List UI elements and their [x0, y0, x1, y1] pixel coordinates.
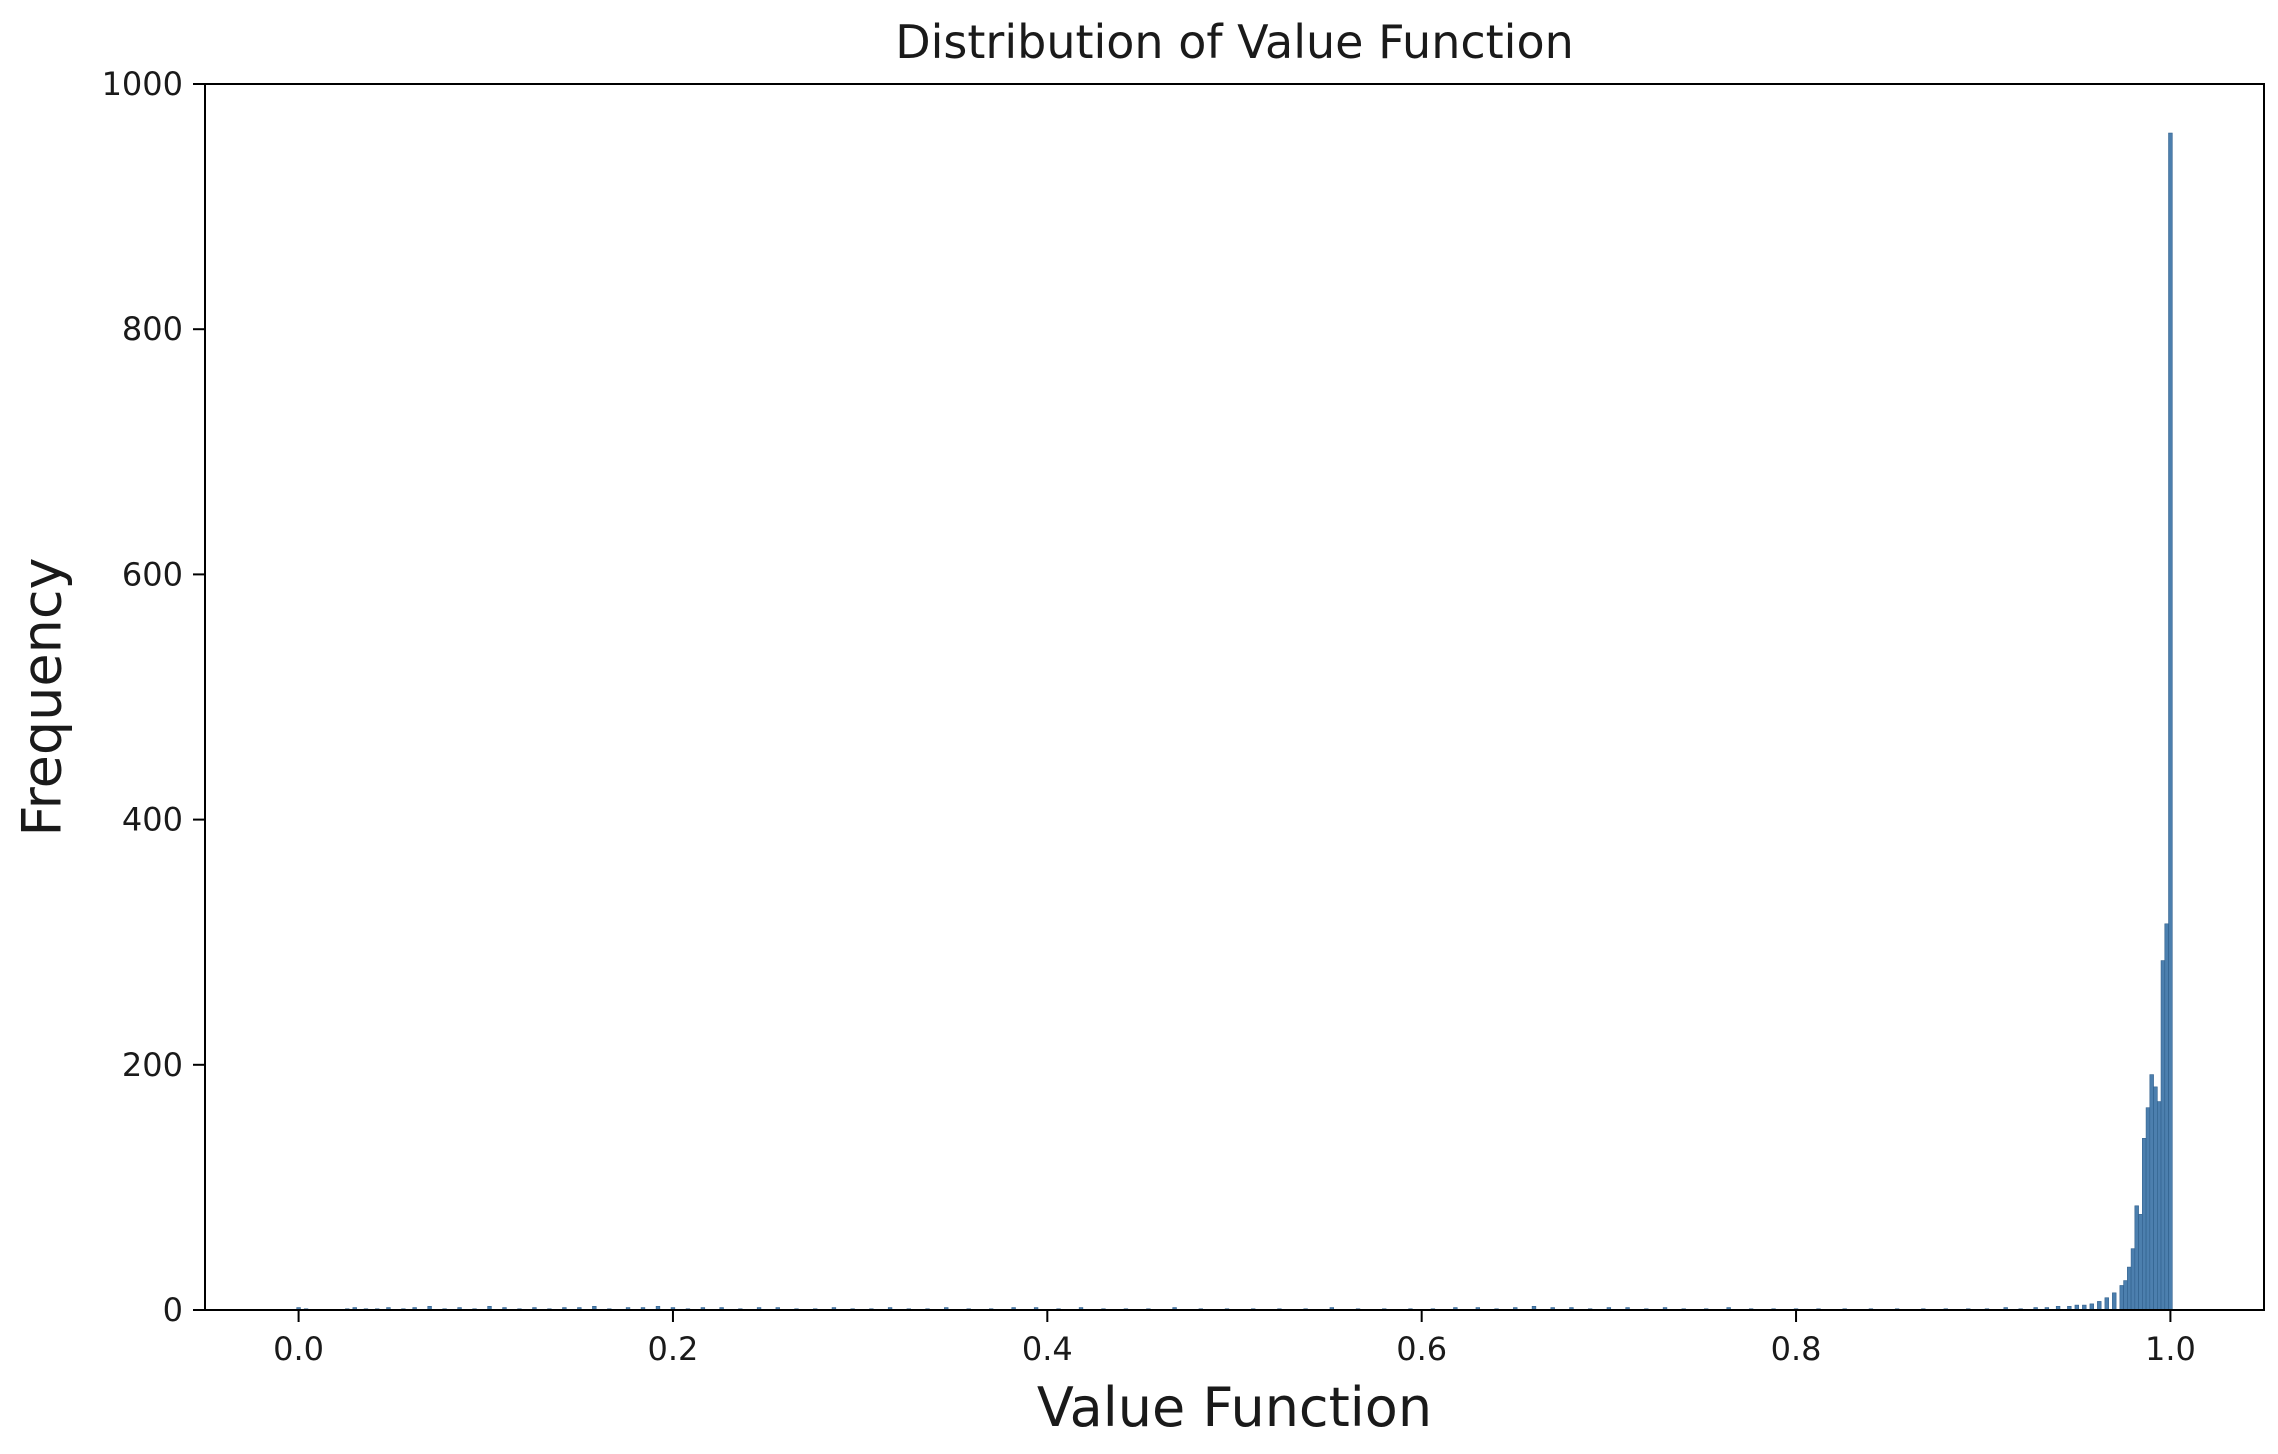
- x-tick-label: 0.0: [273, 1330, 324, 1368]
- histogram-bar: [2157, 1101, 2162, 1311]
- x-tick-label: 0.6: [1396, 1330, 1447, 1368]
- y-tick-label: 200: [122, 1046, 183, 1084]
- x-tick-label: 0.2: [648, 1330, 699, 1368]
- histogram-bar: [2149, 1074, 2154, 1311]
- histogram-bar: [2134, 1205, 2139, 1311]
- histogram-bar: [2153, 1086, 2158, 1311]
- histogram-bar: [2164, 923, 2169, 1311]
- plot-background: [205, 84, 2264, 1310]
- histogram-bar: [2123, 1280, 2128, 1311]
- histogram-bar: [2104, 1297, 2109, 1311]
- x-tick-label: 0.8: [1771, 1330, 1822, 1368]
- histogram-bar: [2097, 1301, 2102, 1311]
- histogram-bar: [2138, 1214, 2143, 1311]
- chart-title: Distribution of Value Function: [895, 15, 1574, 69]
- y-axis: 0 200 400 600 800 1000: [102, 65, 205, 1329]
- plot-area: [204, 83, 2265, 1311]
- y-tick-label: 1000: [102, 65, 183, 103]
- histogram-bar: [2130, 1248, 2136, 1311]
- y-tick-label: 400: [122, 801, 183, 839]
- histogram-bar: [2145, 1107, 2151, 1311]
- x-tick-label: 1.0: [2145, 1330, 2196, 1368]
- histogram-bar: [2160, 960, 2166, 1311]
- histogram-bar: [2127, 1266, 2132, 1311]
- y-tick-label: 0: [163, 1291, 183, 1329]
- y-axis-label: Frequency: [11, 558, 74, 837]
- histogram-bar: [2168, 132, 2173, 1311]
- histogram-bar: [2112, 1292, 2117, 1311]
- x-axis-label: Value Function: [1037, 1376, 1432, 1439]
- y-tick-label: 600: [122, 555, 183, 593]
- axes-frame: [204, 83, 2265, 1311]
- histogram-bar: [2119, 1285, 2124, 1311]
- histogram-bar: [2142, 1138, 2147, 1311]
- x-tick-label: 0.4: [1022, 1330, 1073, 1368]
- x-axis: 0.0 0.2 0.4 0.6 0.8 1.0: [273, 1310, 2196, 1368]
- y-tick-label: 800: [122, 310, 183, 348]
- bars-group: [296, 132, 2173, 1311]
